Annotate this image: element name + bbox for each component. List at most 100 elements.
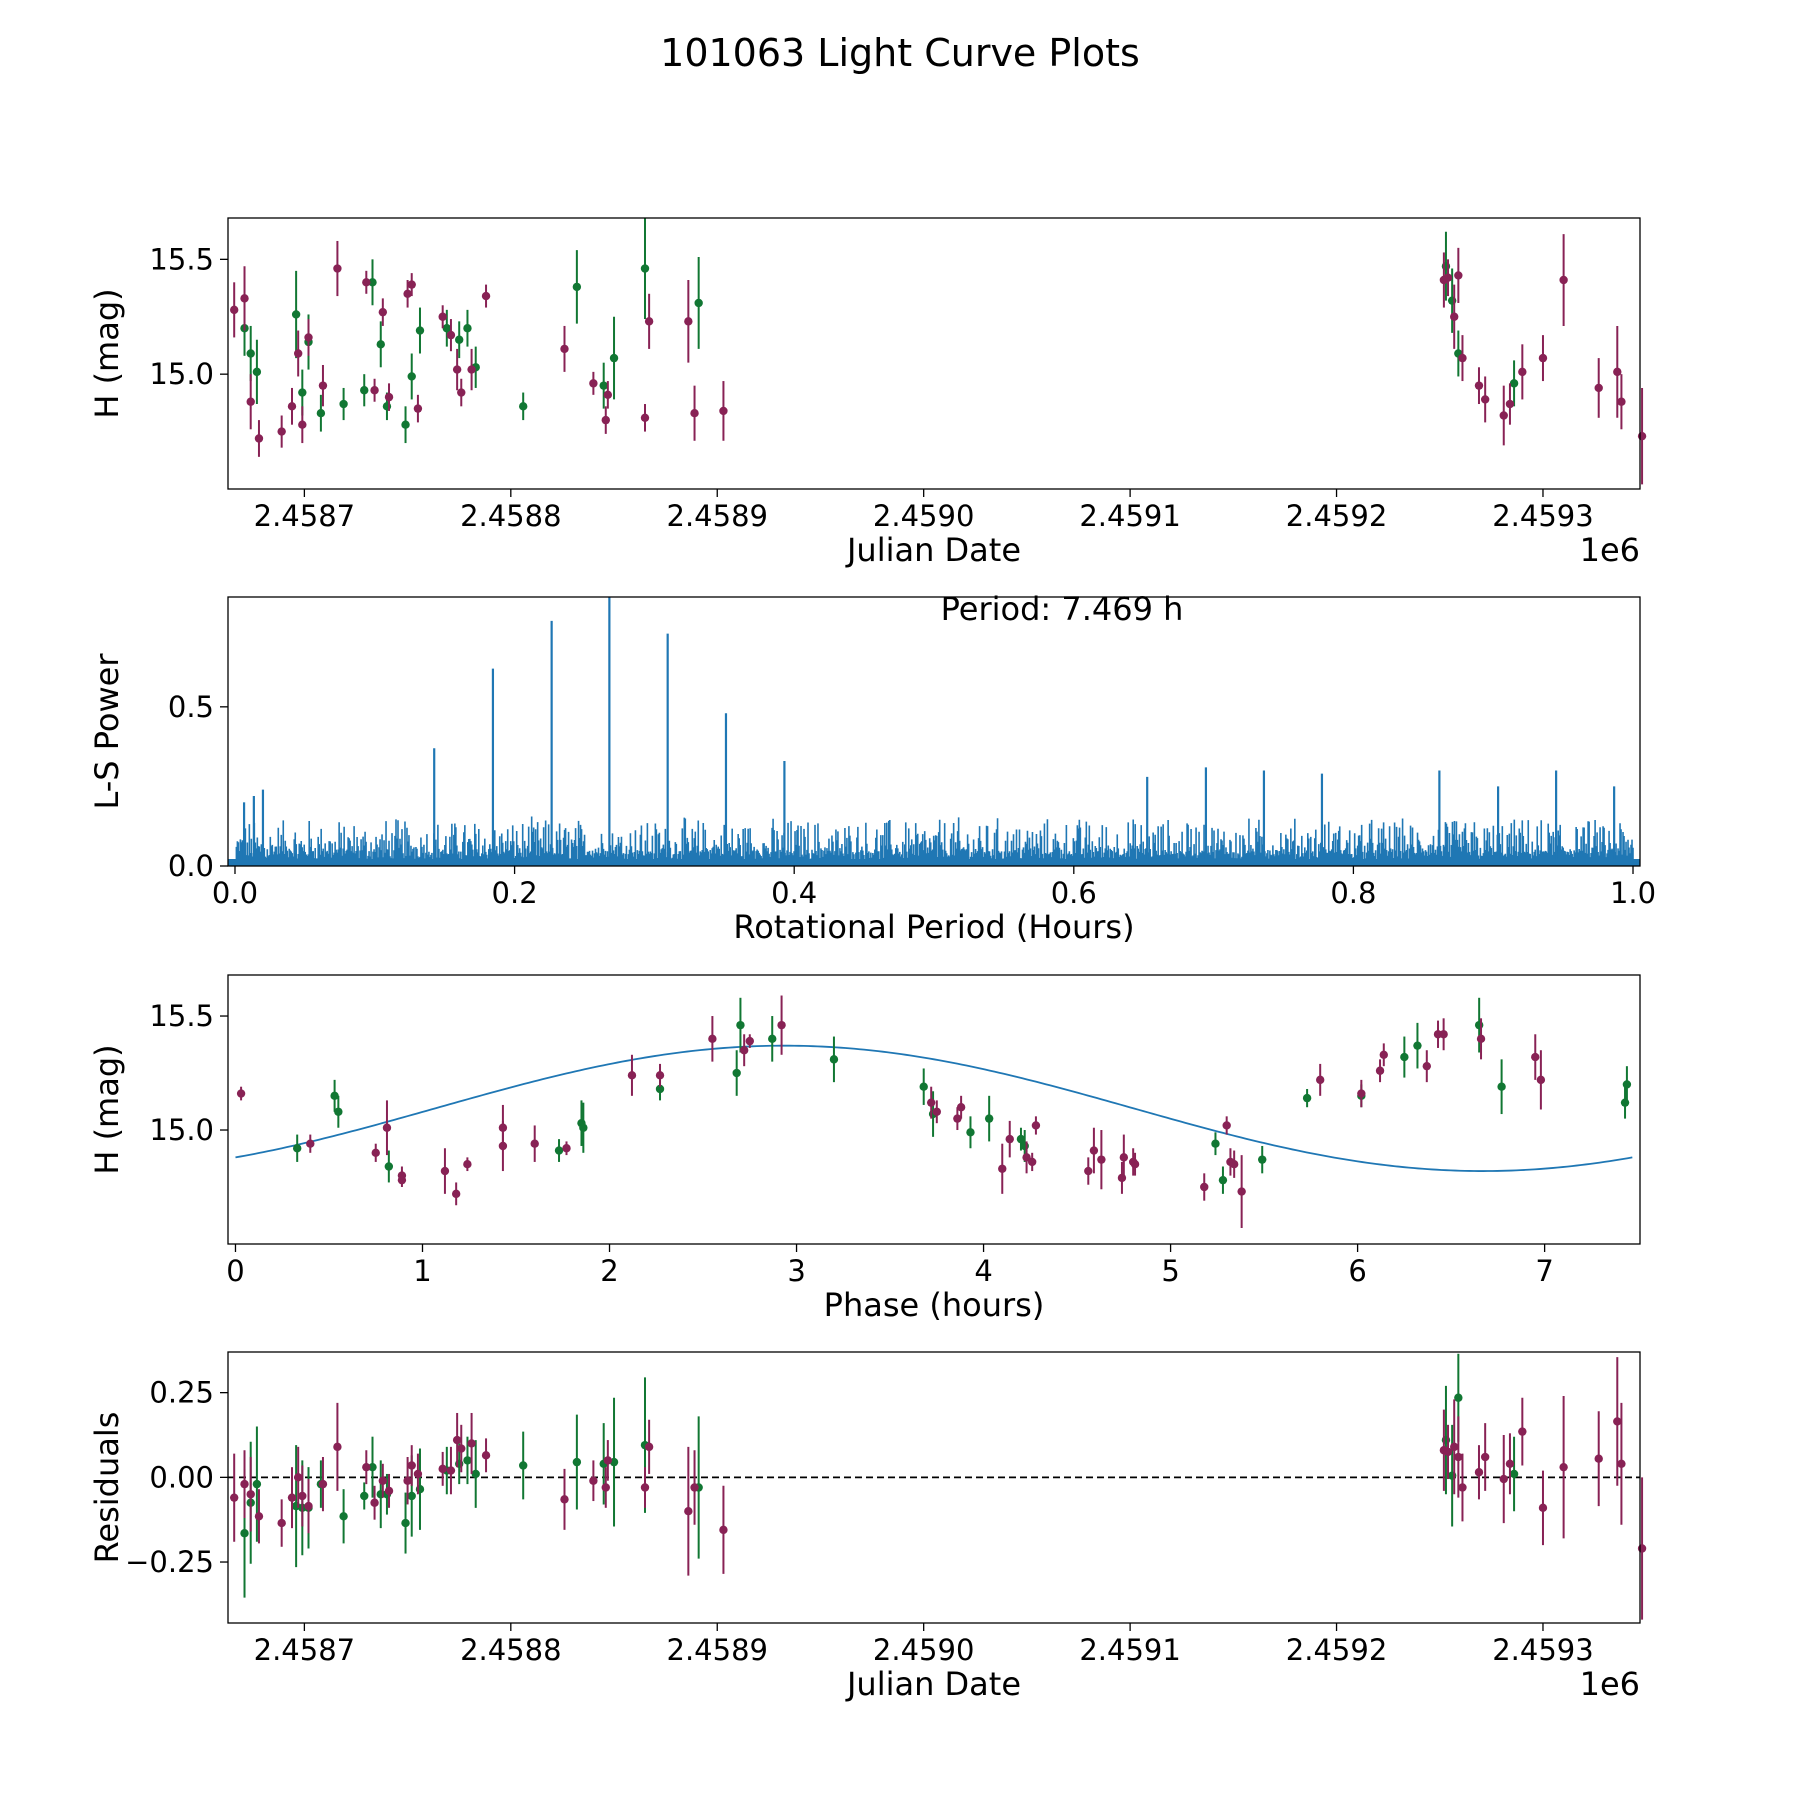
data-point [1497,1082,1506,1091]
data-point [370,1498,379,1507]
data-point [1509,1469,1519,1479]
data-point [407,372,416,381]
data-point [471,1469,480,1479]
x-tick-label: 2.4593 [1492,499,1593,533]
data-point [298,1491,307,1501]
data-point [446,1466,456,1475]
x-tick-label: 0 [226,1254,244,1288]
data-point [1400,1052,1409,1062]
period-annotation: Period: 7.469 h [941,590,1184,628]
y-tick-label: 15.5 [149,999,214,1033]
data-point [1016,1134,1026,1144]
data-point [292,1144,302,1153]
x-offset-label: 1e6 [1580,1665,1640,1703]
data-point [401,420,410,429]
data-point [1458,1483,1467,1492]
data-point [603,390,613,400]
x-tick-label: 2.4587 [254,1633,355,1667]
series-purple [236,995,1546,1229]
data-point [1480,1452,1490,1462]
data-point [1538,1503,1548,1513]
phased-panel: 0 1 2 3 4 5 6 7 15.0 15.5 Phase (hours) H (mag) [88,974,1641,1324]
data-point [371,1148,380,1158]
data-point [719,406,728,416]
data-point [415,326,425,335]
data-point [339,1512,348,1521]
data-point [452,365,462,374]
data-point [684,317,693,326]
data-point [467,365,476,374]
data-point [690,1483,699,1492]
data-point [1559,1462,1568,1472]
data-point [438,1464,447,1474]
data-point [627,1071,637,1080]
data-point [640,1483,650,1492]
data-point [291,310,301,319]
data-point [560,344,569,354]
data-point [246,1490,255,1499]
x-tick-label: 1.0 [1610,876,1656,910]
data-point [378,307,388,317]
data-point [932,1107,942,1116]
data-point [407,280,416,289]
data-point [240,1479,249,1489]
data-point [708,1034,717,1044]
data-point [1375,1066,1385,1075]
x-tick-label: 2.4588 [460,499,561,533]
data-point [690,409,699,418]
x-tick-label: 2.4589 [667,499,768,533]
data-point [953,1114,962,1123]
axes-frame [227,974,1641,1245]
data-point [684,1507,693,1516]
data-point [732,1068,741,1078]
data-point [457,1444,466,1453]
data-point [304,1501,313,1511]
data-point [403,289,412,298]
data-point [1620,1098,1630,1107]
y-tick-label: 15.5 [149,242,214,276]
x-tick-label: 0.8 [1330,876,1376,910]
data-point [694,298,703,308]
data-point [498,1123,508,1132]
data-point [1237,1187,1246,1196]
data-point [455,335,464,344]
data-point [403,1476,412,1485]
x-tick-label: 2.4590 [873,1633,974,1667]
data-point [1450,1442,1459,1452]
data-point [1617,397,1626,406]
data-point [1027,1157,1037,1167]
data-point [1613,367,1622,377]
x-tick-label: 2.4589 [667,1633,768,1667]
data-point [1518,367,1527,377]
x-tick-label: 2.4591 [1079,499,1180,533]
data-point [368,278,377,287]
data-point [1097,1155,1106,1164]
data-point [603,1456,613,1465]
data-point [1538,353,1548,363]
data-point [368,1462,377,1472]
data-point [1505,1459,1515,1468]
data-point [318,1479,328,1489]
y-tick-label: −0.25 [125,1545,214,1579]
data-point [1005,1134,1014,1144]
data-point [640,413,650,423]
data-point [1594,1454,1603,1463]
data-point [339,399,348,409]
data-point [601,415,610,425]
data-point [1499,411,1508,420]
x-tick-label: 7 [1535,1254,1553,1288]
x-tick-label: 2.4593 [1492,1633,1593,1667]
y-axis-label: Residuals [88,1412,126,1564]
data-point [384,1486,394,1496]
data-point [589,1476,598,1485]
data-point [384,1162,394,1171]
fit-model-curve [235,1044,1633,1172]
data-point [438,312,447,321]
data-point [1022,1153,1031,1162]
data-point [719,1525,728,1535]
data-point [589,379,598,388]
plot-area [236,995,1632,1229]
data-point [277,1518,286,1528]
lightcurve-panel: 2.4587 2.4588 2.4589 2.4590 2.4591 2.4592 2.45… [88,217,1647,569]
